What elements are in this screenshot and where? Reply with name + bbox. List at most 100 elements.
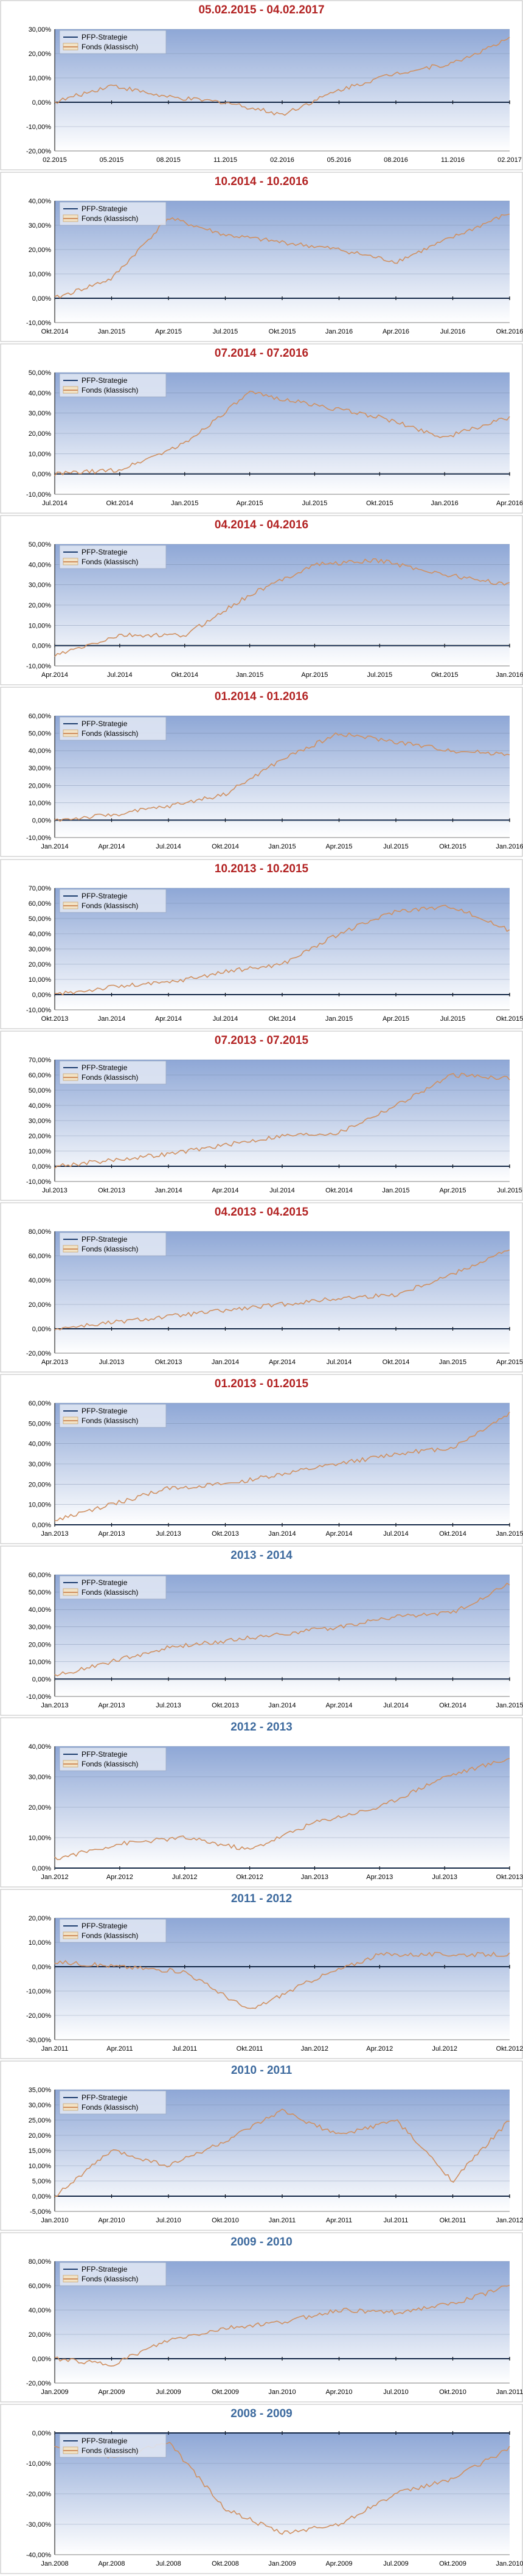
x-tick-label: 08.2015	[156, 156, 181, 164]
x-tick-label: Jul.2014	[213, 1015, 238, 1023]
x-tick-label: 11.2016	[441, 156, 465, 164]
y-tick-label: 20,00%	[29, 602, 52, 609]
series-line-fonds	[54, 37, 510, 116]
y-tick-label: -10,00%	[26, 1178, 51, 1186]
legend-label-fonds: Fonds (klassisch)	[81, 386, 138, 394]
x-tick-label: Okt.2011	[440, 2217, 466, 2224]
chart-title: 01.2014 - 01.2016	[214, 690, 309, 703]
y-tick-label: 50,00%	[29, 1087, 52, 1094]
y-tick-label: -10,00%	[26, 1988, 51, 1995]
y-tick-label: 10,00%	[29, 1502, 52, 1509]
legend-label-strategy: PFP-Strategie	[81, 2437, 128, 2445]
chart-title: 04.2013 - 04.2015	[214, 1206, 309, 1219]
y-tick-label: 0,00%	[32, 817, 51, 824]
y-tick-label: 20,00%	[29, 2331, 52, 2339]
series-line-fonds	[54, 1758, 510, 1860]
x-tick-label: Okt.2015	[366, 500, 393, 507]
x-tick-label: Jan.2015	[268, 843, 296, 850]
legend-label-fonds: Fonds (klassisch)	[81, 43, 138, 51]
x-tick-label: Jan.2014	[41, 843, 68, 850]
x-tick-label: Apr.2012	[366, 2045, 393, 2053]
chart-title: 2012 - 2013	[230, 1721, 293, 1734]
x-tick-label: Jan.2014	[268, 1530, 296, 1538]
y-tick-label: 35,00%	[29, 2087, 52, 2094]
y-tick-label: 50,00%	[29, 541, 52, 548]
series-line-fonds	[54, 558, 510, 657]
y-tick-label: 20,00%	[29, 1481, 52, 1488]
y-tick-label: 0,00%	[32, 2193, 51, 2200]
x-tick-label: Jul.2014	[383, 1702, 409, 1709]
y-tick-label: 70,00%	[29, 885, 52, 892]
x-tick-label: Okt.2014	[439, 1702, 466, 1709]
chart-panel: 70,00% 60,00% 50,00% 40,00% 30,00% 20,00% 10,0…	[0, 1031, 523, 1201]
y-tick-label: -10,00%	[26, 1693, 51, 1701]
chart-svg: 60,00% 50,00% 40,00% 30,00% 20,00% 10,00% 0,00…	[0, 1545, 523, 1716]
x-tick-label: Jan.2011	[269, 2217, 296, 2224]
y-tick-label: 50,00%	[29, 730, 52, 738]
x-tick-label: Jan.2015	[382, 1187, 409, 1194]
y-tick-label: 20,00%	[29, 1804, 52, 1811]
x-tick-label: Apr.2008	[98, 2560, 125, 2567]
y-tick-label: -10,00%	[26, 124, 51, 131]
x-tick-label: Apr.2015	[439, 1187, 466, 1194]
x-tick-label: 02.2015	[43, 156, 67, 164]
x-tick-label: Apr.2014	[155, 1015, 182, 1023]
x-tick-label: Okt.2014	[106, 500, 134, 507]
x-tick-label: Okt.2013	[212, 1530, 239, 1538]
x-tick-label: Okt.2014	[171, 671, 198, 679]
y-tick-label: 80,00%	[29, 1228, 52, 1236]
legend-label-fonds: Fonds (klassisch)	[81, 2103, 138, 2112]
x-tick-label: Jan.2015	[236, 671, 263, 679]
legend-label-fonds: Fonds (klassisch)	[81, 1760, 138, 1768]
y-tick-label: 30,00%	[29, 2102, 52, 2109]
x-tick-label: Okt.2014	[269, 1015, 296, 1023]
series-line-fonds	[54, 1249, 510, 1331]
y-tick-label: -20,00%	[26, 2012, 51, 2020]
legend-label-fonds: Fonds (klassisch)	[81, 729, 138, 738]
chart-panel: 20,00% 10,00% 0,00% -10,00% -20,00% -30,00% Ja…	[0, 1889, 523, 2059]
legend-label-strategy: PFP-Strategie	[81, 1578, 128, 1587]
series-line-fonds	[54, 2108, 510, 2197]
chart-panel: 80,00% 60,00% 40,00% 20,00% 0,00% -20,00% Apr.…	[0, 1202, 523, 1373]
x-tick-label: Jan.2012	[41, 1874, 68, 1881]
x-tick-label: Apr.2009	[325, 2560, 352, 2567]
y-tick-label: 20,00%	[29, 1301, 52, 1309]
chart-panel: 70,00% 60,00% 50,00% 40,00% 30,00% 20,00% 10,0…	[0, 859, 523, 1029]
x-tick-label: Jan.2012	[301, 2045, 328, 2053]
x-tick-label: Okt.2015	[431, 671, 459, 679]
x-tick-label: Jul.2014	[269, 1187, 295, 1194]
y-tick-label: 10,00%	[29, 1939, 52, 1947]
y-tick-label: 10,00%	[29, 271, 52, 278]
x-tick-label: Jan.2016	[496, 671, 523, 679]
x-tick-label: Jan.2011	[41, 2045, 68, 2053]
y-tick-label: -10,00%	[26, 663, 51, 670]
y-tick-label: 30,00%	[29, 582, 52, 589]
x-tick-label: Jul.2014	[42, 500, 68, 507]
chart-title: 2009 - 2010	[230, 2236, 293, 2249]
x-tick-label: Jan.2013	[301, 1874, 328, 1881]
x-tick-label: Apr.2009	[98, 2389, 125, 2396]
y-tick-label: 0,00%	[32, 992, 51, 999]
x-tick-label: Apr.2012	[106, 1874, 133, 1881]
x-tick-label: Jan.2010	[41, 2217, 68, 2224]
x-tick-label: Okt.2014	[439, 1530, 466, 1538]
chart-svg: 70,00% 60,00% 50,00% 40,00% 30,00% 20,00% 10,0…	[0, 859, 523, 1029]
x-tick-label: Jul.2011	[172, 2045, 197, 2053]
y-tick-label: 50,00%	[29, 369, 52, 377]
y-tick-label: 20,00%	[29, 1133, 52, 1140]
x-tick-label: Okt.2010	[439, 2389, 466, 2396]
legend-label-strategy: PFP-Strategie	[81, 892, 128, 900]
legend-label-strategy: PFP-Strategie	[81, 1922, 128, 1930]
x-tick-label: Jan.2016	[496, 843, 523, 850]
x-tick-label: 02.2016	[270, 156, 294, 164]
y-tick-label: 10,00%	[29, 976, 52, 984]
x-tick-label: Jul.2013	[156, 1702, 181, 1709]
legend-label-strategy: PFP-Strategie	[81, 1063, 128, 1072]
legend-label-strategy: PFP-Strategie	[81, 1235, 128, 1244]
y-tick-label: 0,00%	[32, 295, 51, 303]
y-tick-label: 60,00%	[29, 1253, 52, 1260]
y-tick-label: 40,00%	[29, 1743, 52, 1751]
y-tick-label: 60,00%	[29, 713, 52, 720]
y-tick-label: 0,00%	[32, 1326, 51, 1333]
series-line-fonds	[54, 1583, 510, 1677]
